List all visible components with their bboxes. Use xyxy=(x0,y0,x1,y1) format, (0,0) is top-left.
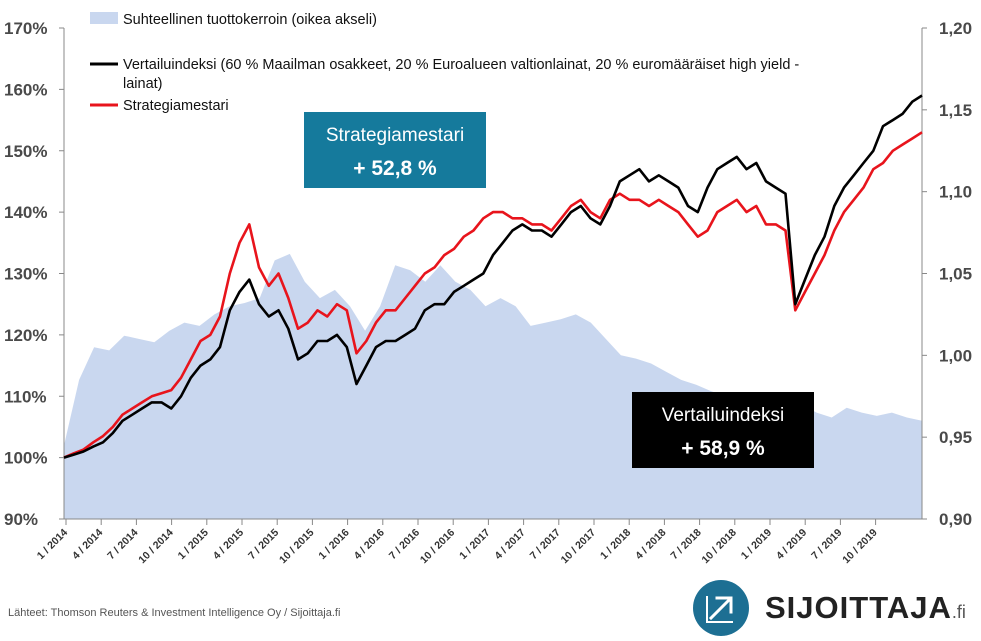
benchmark-return-box: Vertailuindeksi + 58,9 % xyxy=(632,392,814,468)
x-tick-label: 1 / 2018 xyxy=(598,527,633,562)
x-tick-label: 10 / 2014 xyxy=(136,527,176,567)
legend-area-label: Suhteellinen tuottokerroin (oikea akseli… xyxy=(123,12,377,28)
x-tick-label: 1 / 2015 xyxy=(176,527,211,562)
x-tick-label: 10 / 2015 xyxy=(277,527,317,567)
left-tick-label: 150% xyxy=(4,142,47,161)
x-tick-label: 4 / 2015 xyxy=(211,527,246,562)
x-tick-label: 7 / 2015 xyxy=(246,527,281,562)
left-tick-label: 110% xyxy=(4,387,47,406)
series-line xyxy=(63,131,923,459)
legend: Suhteellinen tuottokerroin (oikea akseli… xyxy=(90,12,799,114)
x-tick-label: 4 / 2018 xyxy=(633,527,668,562)
x-tick-label: 10 / 2019 xyxy=(840,527,880,567)
x-tick-label: 1 / 2014 xyxy=(35,527,70,562)
left-tick-label: 100% xyxy=(4,449,47,468)
x-tick-label: 4 / 2019 xyxy=(774,527,809,562)
x-tick-label: 10 / 2018 xyxy=(699,527,739,567)
legend-strategy-label: Strategiamestari xyxy=(123,98,229,114)
x-tick-label: 1 / 2019 xyxy=(739,527,774,562)
right-tick-label: 1,20 xyxy=(939,19,972,38)
strategy-box-value: + 52,8 % xyxy=(353,157,437,180)
left-tick-label: 140% xyxy=(4,203,47,222)
logo-text: SIJOITTAJA.fi xyxy=(765,590,966,626)
x-tick-label: 1 / 2016 xyxy=(316,527,351,562)
x-tick-label: 7 / 2019 xyxy=(809,527,844,562)
right-tick-label: 0,90 xyxy=(939,510,972,529)
logo-suffix: .fi xyxy=(951,602,966,622)
x-tick-label: 1 / 2017 xyxy=(457,527,492,562)
logo-name: SIJOITTAJA xyxy=(765,590,952,625)
left-tick-label: 120% xyxy=(4,326,47,345)
line-layer xyxy=(63,94,923,459)
right-tick-label: 1,00 xyxy=(939,346,972,365)
x-tick-label: 7 / 2016 xyxy=(387,527,422,562)
right-tick-label: 0,95 xyxy=(939,428,972,447)
right-tick-label: 1,15 xyxy=(939,101,972,120)
x-tick-label: 7 / 2018 xyxy=(668,527,703,562)
x-tick-label: 7 / 2017 xyxy=(528,527,563,562)
source-note: Lähteet: Thomson Reuters & Investment In… xyxy=(8,607,341,619)
legend-area-swatch xyxy=(90,12,118,24)
legend-bench-label: Vertailuindeksi (60 % Maailman osakkeet,… xyxy=(123,57,799,73)
logo-arrow-icon xyxy=(693,580,749,636)
x-tick-label: 7 / 2014 xyxy=(105,527,140,562)
right-tick-label: 1,10 xyxy=(939,183,972,202)
left-tick-label: 170% xyxy=(4,19,47,38)
benchmark-box-title: Vertailuindeksi xyxy=(661,405,785,426)
right-tick-label: 1,05 xyxy=(939,265,972,284)
x-tick-label: 4 / 2016 xyxy=(352,527,387,562)
series-line xyxy=(63,94,923,459)
left-tick-label: 90% xyxy=(4,510,38,529)
legend-bench-label-cont: lainat) xyxy=(123,76,163,92)
x-tick-label: 4 / 2014 xyxy=(70,527,105,562)
x-tick-label: 10 / 2016 xyxy=(418,527,458,567)
x-tick-label: 4 / 2017 xyxy=(492,527,527,562)
strategy-return-box: Strategiamestari + 52,8 % xyxy=(304,112,486,188)
left-tick-label: 160% xyxy=(4,80,47,99)
benchmark-box-value: + 58,9 % xyxy=(681,437,765,460)
x-tick-label: 10 / 2017 xyxy=(559,527,599,567)
left-tick-label: 130% xyxy=(4,265,47,284)
strategy-box-title: Strategiamestari xyxy=(325,125,465,146)
